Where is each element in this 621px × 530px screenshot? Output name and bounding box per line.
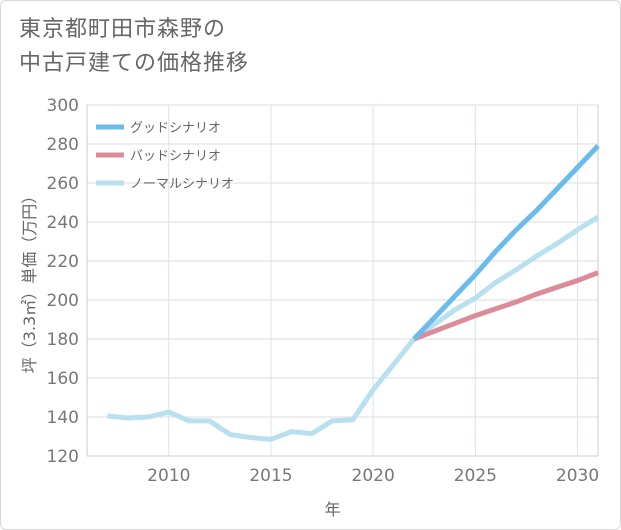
y-tick-label: 200: [47, 291, 79, 311]
y-tick-label: 240: [47, 213, 79, 233]
chart-title-line-2: 中古戸建ての価格推移: [19, 51, 250, 76]
y-tick-label: 280: [47, 135, 79, 155]
series-line-2: [413, 270, 599, 342]
y-tick-label: 300: [47, 96, 79, 116]
y-tick-label: 120: [47, 447, 79, 467]
series-line-1: [412, 144, 600, 341]
y-tick-label: 260: [47, 174, 79, 194]
x-axis-label: 年: [324, 500, 340, 519]
legend-label: グッドシナリオ: [130, 121, 221, 136]
y-tick-label: 140: [47, 408, 79, 428]
y-tick-label: 220: [47, 252, 79, 272]
legend-label: ノーマルシナリオ: [130, 177, 234, 192]
chart-title-line-1: 東京都町田市森野の: [19, 17, 227, 42]
series-line-3: [107, 214, 600, 442]
y-axis-label: 坪（3.3㎡）単価（万円）: [20, 188, 39, 373]
x-tick-label: 2010: [147, 466, 190, 486]
x-tick-label: 2030: [556, 466, 599, 486]
x-tick-label: 2015: [249, 466, 292, 486]
y-tick-label: 180: [47, 330, 79, 350]
plot-area: [87, 105, 598, 456]
chart-title: 東京都町田市森野の 中古戸建ての価格推移: [19, 13, 249, 81]
x-tick-label: 2020: [352, 466, 395, 486]
legend-label: バッドシナリオ: [130, 149, 221, 164]
x-tick-label: 2025: [454, 466, 497, 486]
y-tick-label: 160: [47, 369, 79, 389]
